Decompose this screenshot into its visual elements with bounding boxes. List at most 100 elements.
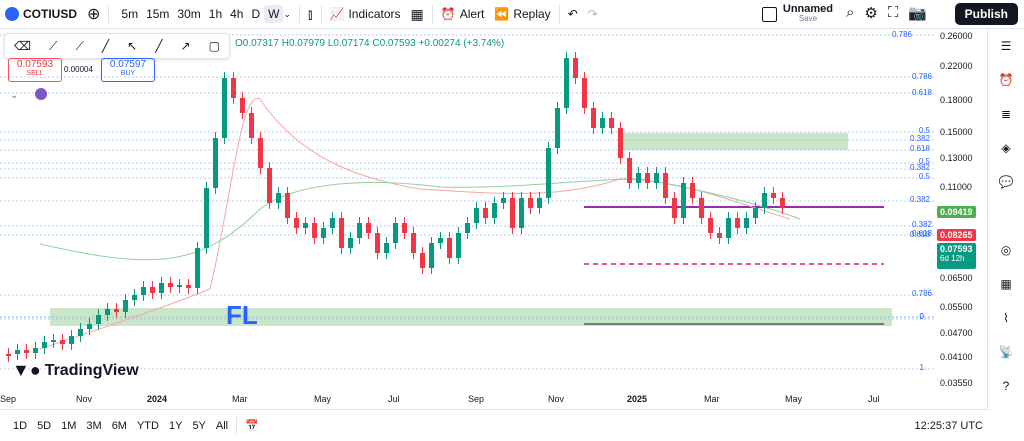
templates-button[interactable]: ▦ (406, 0, 429, 28)
candle-body (150, 287, 155, 293)
settings-icon[interactable]: ⚙ (864, 5, 878, 22)
fib-label: 0.618 (910, 230, 931, 239)
divider (299, 5, 301, 23)
tv-logo-icon: ▼● (12, 360, 41, 380)
candle-body (708, 218, 713, 233)
range-3m[interactable]: 3M (86, 419, 102, 432)
fullscreen-icon[interactable]: ⛶ (887, 4, 899, 21)
interval-15m[interactable]: 15m (146, 7, 170, 21)
candle-body (447, 238, 452, 258)
candle-body (285, 193, 290, 218)
camera-icon[interactable]: 📷 (908, 5, 928, 22)
interval-d[interactable]: D (251, 7, 261, 21)
price-chart[interactable]: 0.26000 0.22000 0.18000 0.15000 0.13000 0.110… (0, 29, 988, 409)
top-toolbar: COTIUSD ⊕ 5m 15m 30m 1h 4h D W ⌄ ⫾ 📈 Indi… (0, 0, 1024, 29)
publish-button[interactable]: Publish (954, 3, 1018, 25)
interval-30m[interactable]: 30m (177, 7, 201, 21)
alerts-clock-icon[interactable]: ⏰ (998, 73, 1014, 87)
candle-body (510, 198, 515, 228)
range-1m[interactable]: 1M (61, 419, 77, 432)
candle-body (339, 218, 344, 248)
time-axis-label: Jul (388, 394, 400, 404)
range-5d[interactable]: 5D (37, 419, 52, 432)
target-icon[interactable]: ◎ (1000, 243, 1012, 257)
cursor-icon[interactable]: ↖ (127, 39, 138, 53)
divider (431, 5, 433, 23)
plus-circle-icon: ⊕ (87, 6, 101, 23)
range-6m[interactable]: 6M (111, 419, 127, 432)
interval-w[interactable]: W (264, 5, 284, 23)
compare-add-button[interactable]: ⊕ (82, 0, 105, 28)
range-all[interactable]: All (215, 419, 229, 432)
range-1d[interactable]: 1D (13, 419, 28, 432)
eraser-icon[interactable]: ⌫ (14, 39, 31, 53)
range-ytd[interactable]: YTD (136, 419, 159, 432)
divider (236, 416, 238, 435)
chat-icon[interactable]: 💬 (998, 175, 1014, 189)
indicators-button[interactable]: 📈 Indicators (325, 0, 406, 28)
redo-button[interactable]: ↷ (583, 0, 603, 28)
time-axis-label: Mar (232, 394, 248, 404)
range-1y[interactable]: 1Y (168, 419, 183, 432)
price-axis-label: 0.13000 (940, 153, 973, 163)
layout-status: Save (798, 14, 818, 23)
candle-body (555, 108, 560, 148)
alert-button[interactable]: ⏰ Alert (436, 0, 490, 28)
candle-body (537, 198, 542, 208)
candle-body (429, 243, 434, 268)
undo-button[interactable]: ↶ (563, 0, 583, 28)
chart-type-button[interactable]: ⫾ (303, 0, 317, 28)
candle-body (771, 193, 776, 198)
watchlist-icon[interactable]: ☰ (1000, 39, 1012, 53)
layout-button[interactable]: Unnamed Save (757, 0, 838, 28)
help-icon[interactable]: ? (1002, 379, 1010, 393)
alert-label: Alert (459, 7, 485, 21)
calendar-icon[interactable]: ▦ (1000, 277, 1012, 291)
time-axis-label: Mar (704, 394, 720, 404)
buy-label: BUY (120, 70, 136, 77)
candle-body (249, 113, 254, 138)
segment-icon[interactable]: ╱ (155, 39, 163, 53)
candle-body (474, 208, 479, 223)
data-window-icon[interactable]: ≣ (1000, 107, 1012, 121)
clock[interactable]: 12:25:37 UTC (914, 419, 983, 432)
symbol-search[interactable]: COTIUSD (0, 0, 82, 28)
ohlc-open: O0.07317 (235, 38, 279, 49)
time-axis-label: Sep (468, 394, 484, 404)
goto-date-icon[interactable]: 📅 (245, 420, 259, 432)
candle-body (294, 218, 299, 228)
candle-body (528, 198, 533, 208)
range-5y[interactable]: 5Y (192, 419, 206, 432)
replay-button[interactable]: ⏪ Replay (489, 0, 555, 28)
quick-search-icon[interactable]: ⌕ (846, 4, 855, 21)
time-axis-label: 2024 (147, 394, 167, 404)
rectangle-icon[interactable]: ▢ (208, 39, 220, 53)
price-axis-label: 0.26000 (940, 31, 973, 41)
candle-body (321, 228, 326, 238)
indicator-status-icon[interactable] (35, 88, 47, 100)
ray-icon[interactable]: ⟋ (75, 38, 84, 53)
trendline-icon[interactable]: ⟋ (49, 38, 58, 53)
layers-icon[interactable]: ◈ (1001, 141, 1011, 155)
last-price: 0.07593 (940, 244, 973, 254)
arrow-icon[interactable]: ↗ (180, 39, 191, 53)
candle-body (186, 285, 191, 288)
interval-5m[interactable]: 5m (121, 7, 139, 21)
chart-pane[interactable]: 0.26000 0.22000 0.18000 0.15000 0.13000 0.110… (0, 29, 988, 409)
replay-label: Replay (513, 7, 551, 21)
fib-label: 0.618 (910, 144, 931, 153)
interval-4h[interactable]: 4h (230, 7, 244, 21)
broadcast-icon[interactable]: 📡 (998, 345, 1014, 359)
line-icon[interactable]: ╱ (101, 39, 110, 53)
candle-body (744, 218, 749, 228)
sell-button[interactable]: 0.07593 SELL (8, 58, 62, 82)
chevron-down-icon[interactable]: ⌄ (283, 8, 292, 19)
candle-body (195, 248, 200, 288)
interval-1h[interactable]: 1h (208, 7, 223, 21)
price-axis-label: 0.04700 (940, 328, 973, 338)
candle-body (24, 350, 29, 353)
buy-button[interactable]: 0.07597 BUY (101, 58, 155, 82)
pine-editor-icon[interactable]: ⌇ (1003, 311, 1009, 325)
candle-body (231, 78, 236, 98)
collapse-chevron-icon[interactable]: ⌄ (10, 90, 19, 101)
